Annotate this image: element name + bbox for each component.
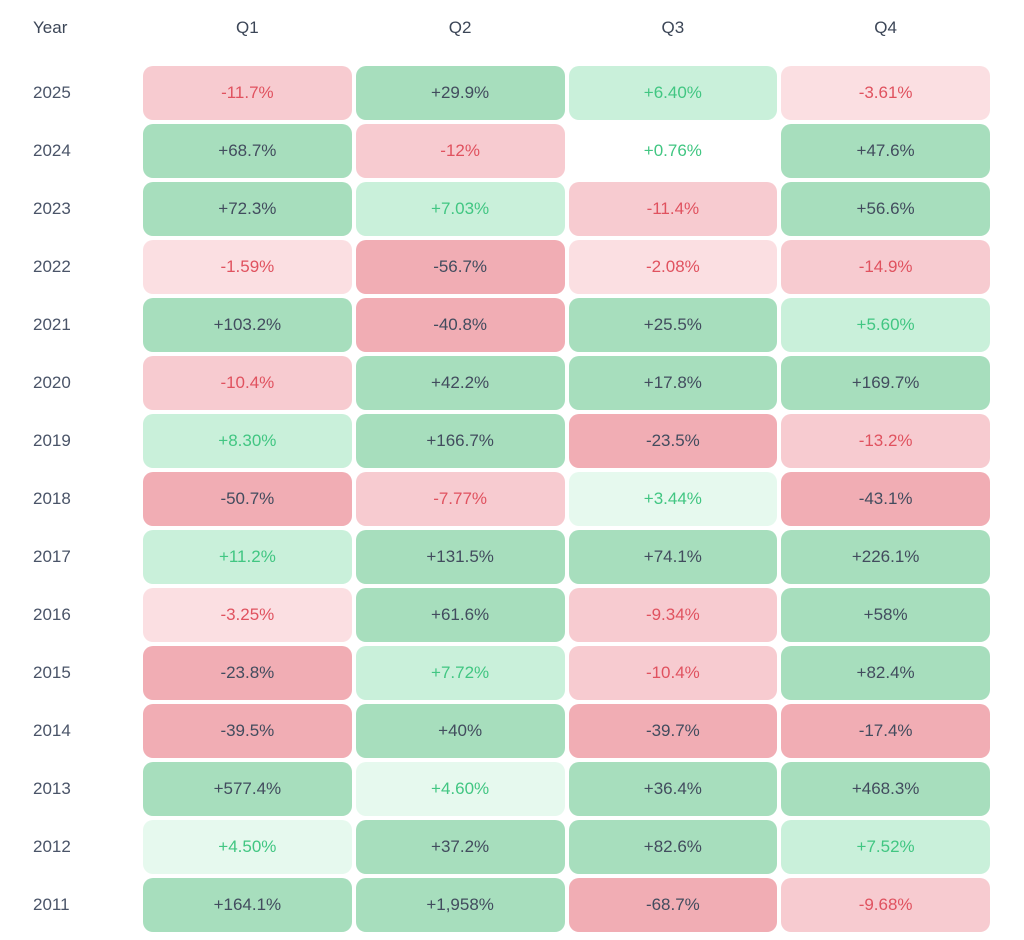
- heatmap-cell: +131.5%: [355, 530, 565, 584]
- year-label: 2014: [33, 721, 71, 740]
- heatmap-cell: +42.2%: [355, 356, 565, 410]
- heatmap-cell: -14.9%: [781, 240, 990, 294]
- heatmap-cell: +11.2%: [143, 530, 352, 584]
- heatmap-cell: -3.61%: [781, 66, 990, 120]
- heatmap-cell: +7.03%: [355, 182, 565, 236]
- heatmap-cell: +164.1%: [143, 878, 352, 932]
- q4-column-header: Q4: [874, 18, 897, 37]
- heatmap-cell: +82.4%: [781, 646, 990, 700]
- year-label: 2015: [33, 663, 71, 682]
- year-label: 2020: [33, 373, 71, 392]
- heatmap-cell: -50.7%: [143, 472, 352, 526]
- heatmap-cell: -17.4%: [781, 704, 990, 758]
- heatmap-cell: -9.68%: [781, 878, 990, 932]
- heatmap-cell: -56.7%: [355, 240, 565, 294]
- heatmap-cell: +226.1%: [781, 530, 990, 584]
- heatmap-cell: +47.6%: [781, 124, 990, 178]
- heatmap-cell: -10.4%: [143, 356, 352, 410]
- heatmap-cell: -1.59%: [143, 240, 352, 294]
- heatmap-cell: +68.7%: [143, 124, 352, 178]
- year-label: 2012: [33, 837, 71, 856]
- heatmap-cell: +7.52%: [781, 820, 990, 874]
- heatmap-cell: +1,958%: [355, 878, 565, 932]
- year-label: 2016: [33, 605, 71, 624]
- heatmap-cell: +17.8%: [568, 356, 778, 410]
- heatmap-cell: +25.5%: [568, 298, 778, 352]
- heatmap-cell: +56.6%: [781, 182, 990, 236]
- heatmap-cell: -12%: [355, 124, 565, 178]
- heatmap-cell: +4.60%: [355, 762, 565, 816]
- heatmap-cell: +4.50%: [143, 820, 352, 874]
- heatmap-cell: +166.7%: [355, 414, 565, 468]
- heatmap-cell: +169.7%: [781, 356, 990, 410]
- heatmap-cell: +5.60%: [781, 298, 990, 352]
- heatmap-cell: +6.40%: [568, 66, 778, 120]
- heatmap-cell: +58%: [781, 588, 990, 642]
- heatmap-cell: +7.72%: [355, 646, 565, 700]
- year-label: 2024: [33, 141, 71, 160]
- year-label: 2017: [33, 547, 71, 566]
- heatmap-cell: -13.2%: [781, 414, 990, 468]
- heatmap-cell: -40.8%: [355, 298, 565, 352]
- heatmap-cell: -23.8%: [143, 646, 352, 700]
- heatmap-cell: -7.77%: [355, 472, 565, 526]
- q3-column-header: Q3: [661, 18, 685, 37]
- heatmap-cell: -3.25%: [143, 588, 352, 642]
- year-label: 2011: [33, 895, 70, 914]
- heatmap-cell: -39.7%: [568, 704, 778, 758]
- heatmap-cell: +82.6%: [568, 820, 778, 874]
- heatmap-cell: +29.9%: [355, 66, 565, 120]
- heatmap-cell: -11.7%: [143, 66, 352, 120]
- year-label: 2013: [33, 779, 71, 798]
- year-label: 2023: [33, 199, 71, 218]
- heatmap-cell: -43.1%: [781, 472, 990, 526]
- year-column-header: Year: [33, 18, 68, 37]
- year-label: 2021: [33, 315, 71, 334]
- heatmap-cell: +61.6%: [355, 588, 565, 642]
- heatmap-cell: -10.4%: [568, 646, 778, 700]
- year-label: 2019: [33, 431, 71, 450]
- heatmap-cell: +37.2%: [355, 820, 565, 874]
- heatmap-cell: +74.1%: [568, 530, 778, 584]
- heatmap-cell: +8.30%: [143, 414, 352, 468]
- heatmap-cell: +103.2%: [143, 298, 352, 352]
- heatmap-cell: +3.44%: [568, 472, 778, 526]
- heatmap-cell: -39.5%: [143, 704, 352, 758]
- year-label: 2022: [33, 257, 71, 276]
- heatmap-cell: -68.7%: [568, 878, 778, 932]
- heatmap-cell: +40%: [355, 704, 565, 758]
- q1-column-header: Q1: [236, 18, 259, 37]
- heatmap-cell: -9.34%: [568, 588, 778, 642]
- heatmap-cell: +72.3%: [143, 182, 352, 236]
- q2-column-header: Q2: [448, 18, 472, 37]
- heatmap-cell: +36.4%: [568, 762, 778, 816]
- table-header: Year Q1 Q2 Q3 Q4: [0, 16, 990, 40]
- year-label: 2025: [33, 83, 71, 102]
- heatmap-cell: -11.4%: [568, 182, 778, 236]
- heatmap-cell: +0.76%: [568, 124, 778, 178]
- heatmap-cell: -2.08%: [568, 240, 778, 294]
- heatmap-body: 2025 -11.7% +29.9% +6.40% -3.61% 2024 +68.7% -1…: [0, 66, 990, 932]
- year-label: 2018: [33, 489, 71, 508]
- heatmap-cell: +468.3%: [781, 762, 990, 816]
- heatmap-cell: +577.4%: [143, 762, 352, 816]
- heatmap-cell: -23.5%: [568, 414, 778, 468]
